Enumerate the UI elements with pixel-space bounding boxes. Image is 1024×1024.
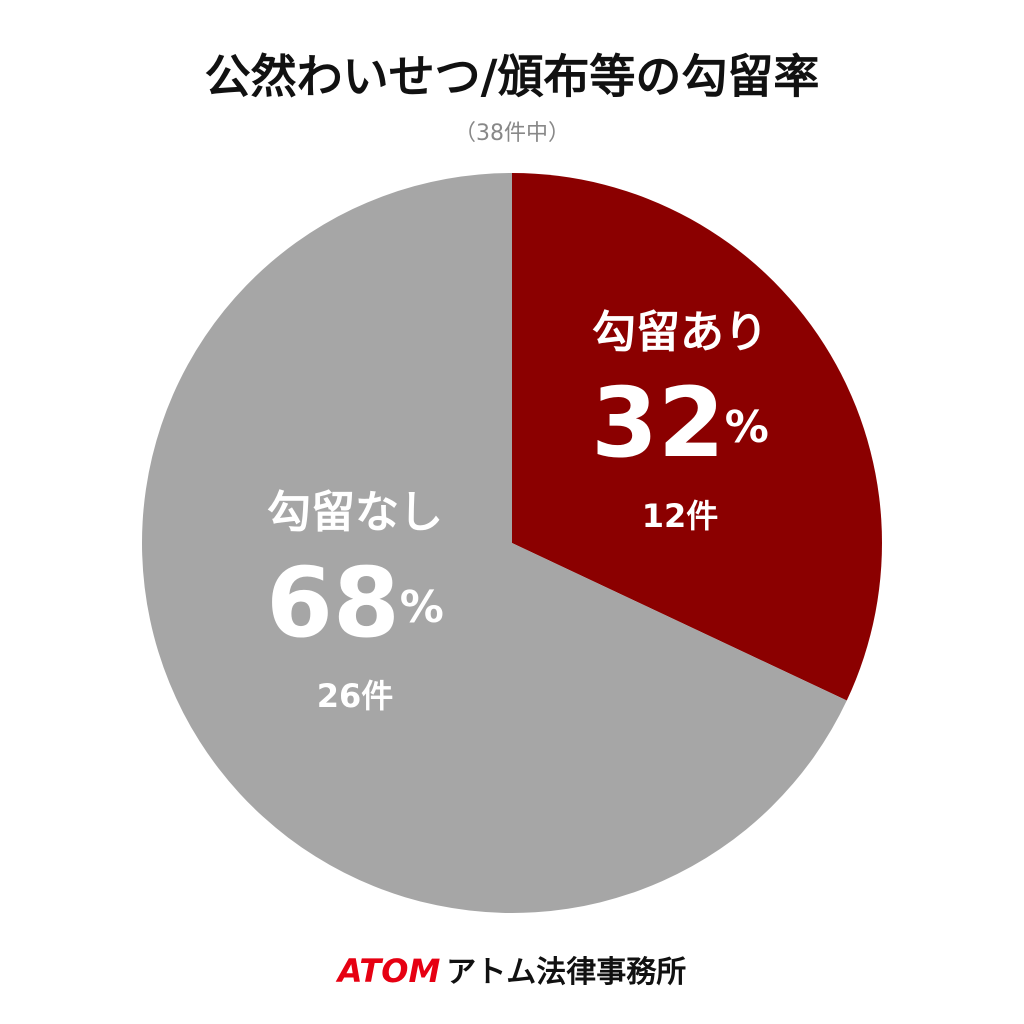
chart-title: 公然わいせつ/頒布等の勾留率 bbox=[205, 50, 820, 104]
pie: 勾留あり 32% 12件 勾留なし 68% 26件 bbox=[142, 173, 882, 913]
footer-name: アトム法律事務所 bbox=[446, 955, 686, 990]
slice-count-label: 12件 bbox=[642, 497, 719, 535]
slice-value-label: 68% bbox=[266, 547, 444, 659]
footer: ATOM アトム法律事務所 bbox=[335, 952, 687, 990]
slice-count-label: 26件 bbox=[317, 677, 394, 715]
pie-slice bbox=[512, 173, 882, 701]
chart-subtitle: （38件中） bbox=[454, 121, 570, 146]
slice-value-label: 32% bbox=[591, 367, 769, 479]
footer-brand: ATOM bbox=[335, 952, 441, 990]
slice-category-label: 勾留あり bbox=[592, 307, 768, 358]
slice-category-label: 勾留なし bbox=[267, 487, 443, 538]
pie-slice bbox=[142, 173, 847, 913]
